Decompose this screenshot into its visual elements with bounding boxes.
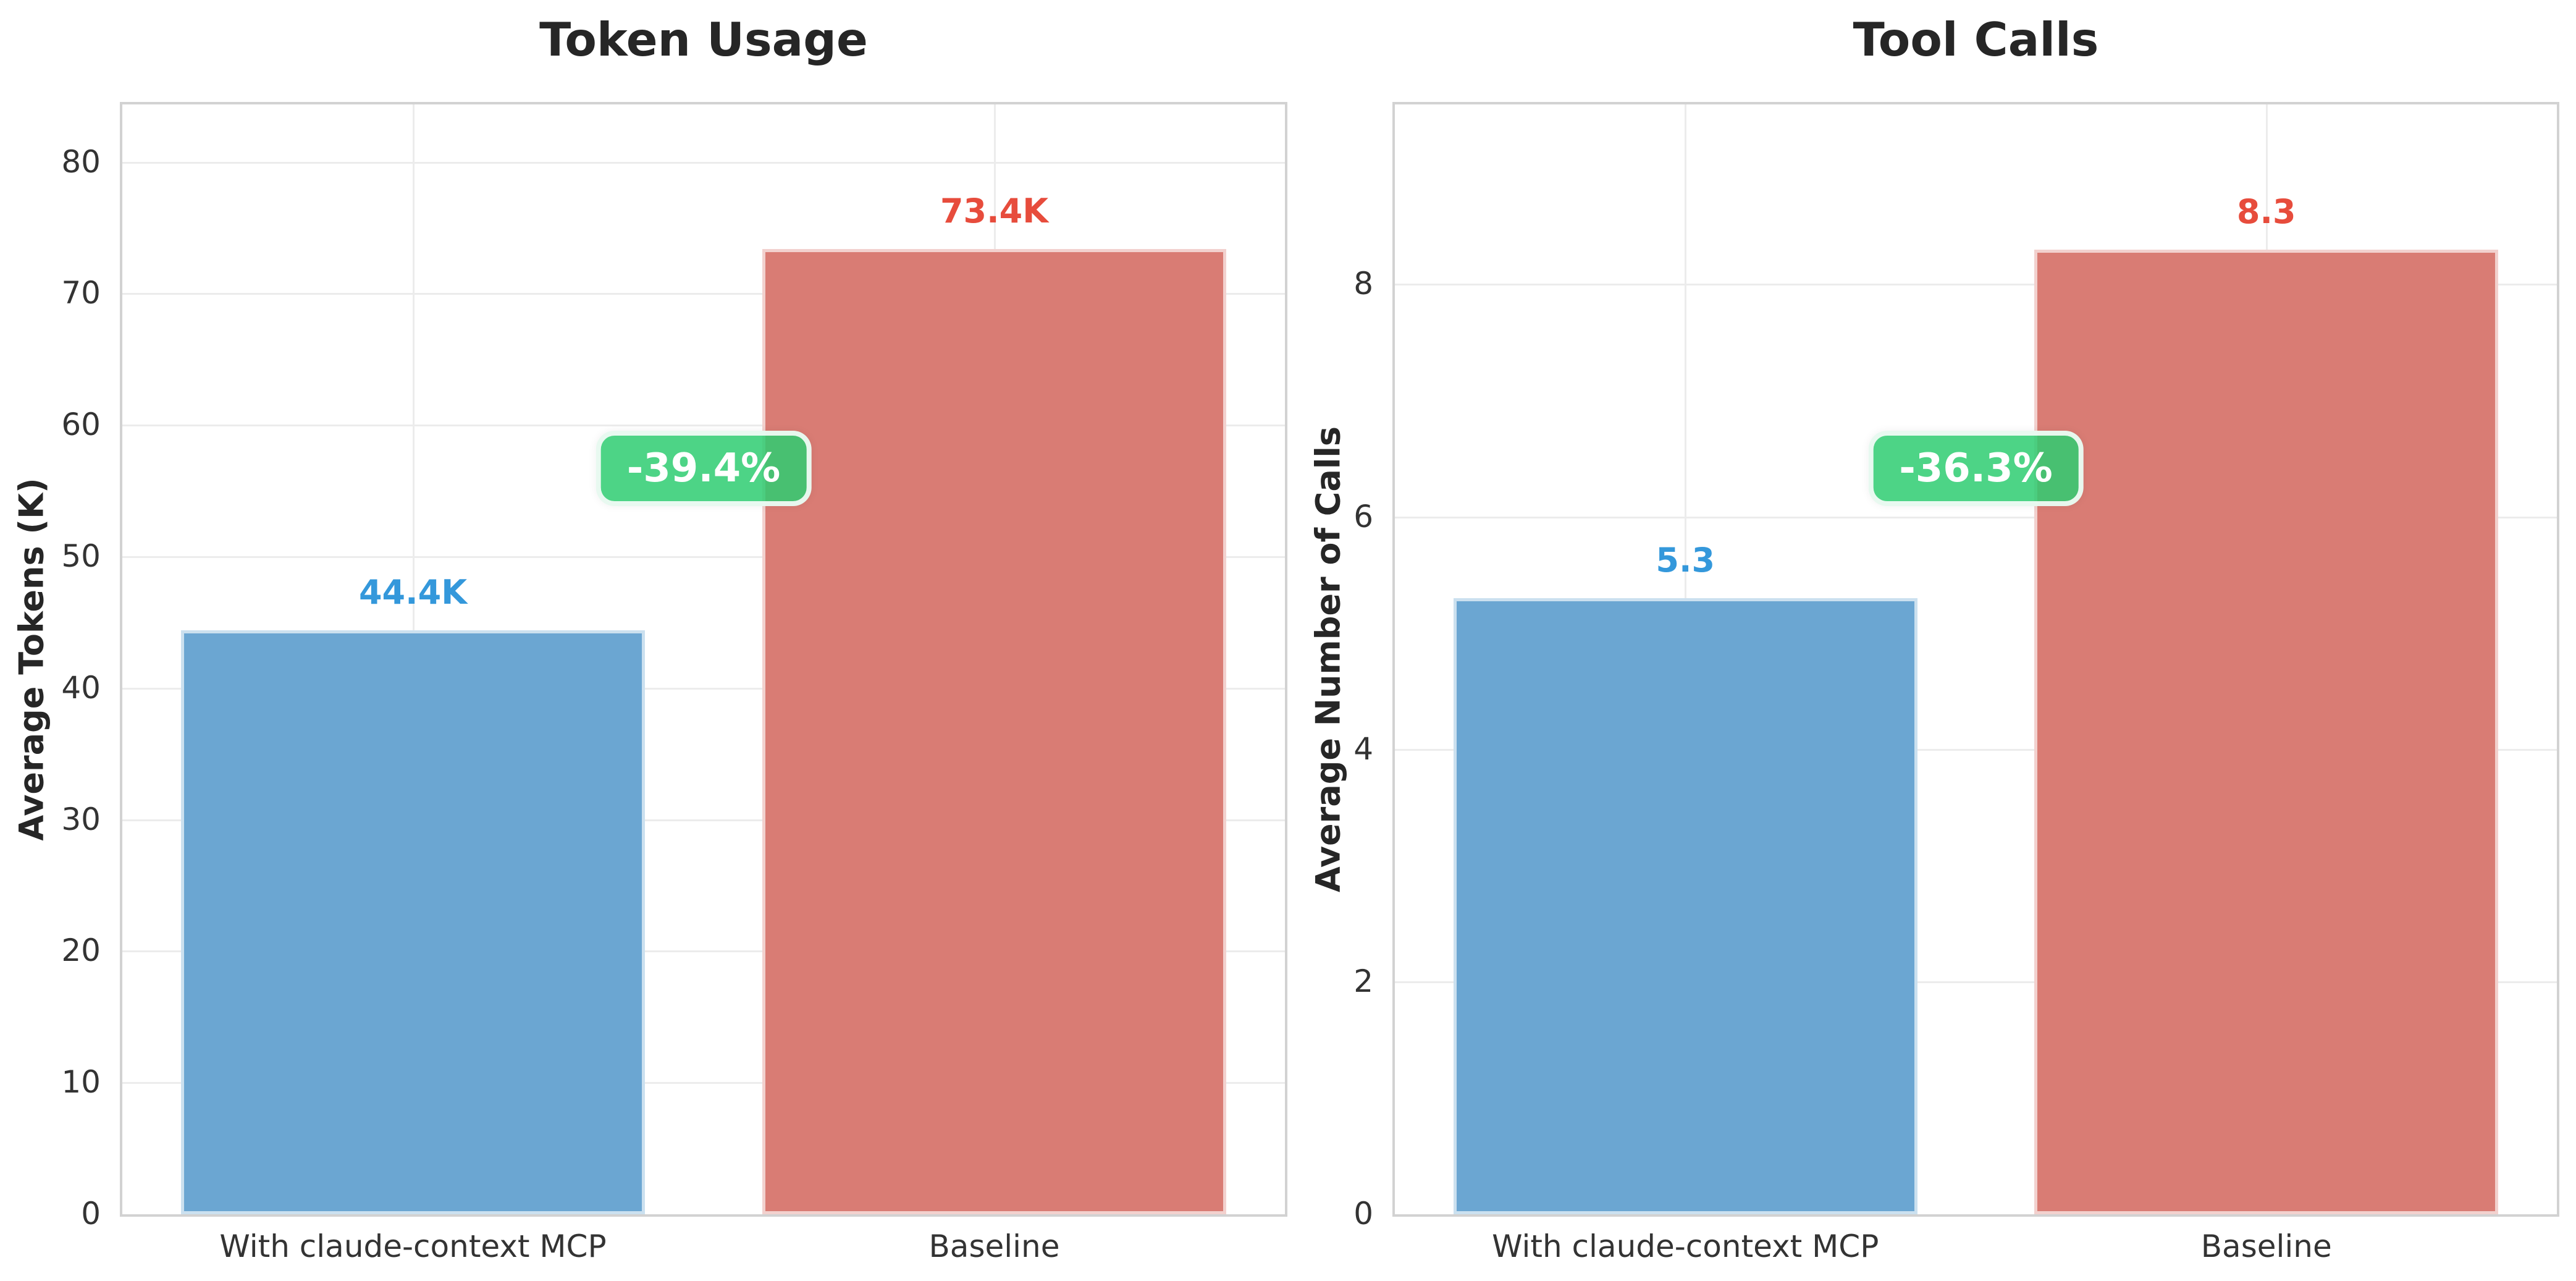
y-tick-label: 4 (1353, 730, 1373, 767)
reduction-badge: -36.3% (1868, 431, 2084, 507)
y-tick-label: 60 (61, 407, 101, 443)
gridline-horizontal (1395, 284, 2557, 286)
y-tick-label: 0 (1353, 1196, 1373, 1232)
y-tick-label: 2 (1353, 963, 1373, 999)
y-tick-label: 20 (61, 932, 101, 969)
bar-value-label: 8.3 (2236, 192, 2296, 232)
y-tick-label: 0 (81, 1196, 101, 1232)
y-tick-label: 50 (61, 538, 101, 575)
bar-value-label: 73.4K (940, 192, 1049, 231)
gridline-horizontal (122, 687, 1285, 690)
gridline-horizontal (122, 425, 1285, 427)
gridline-horizontal (122, 819, 1285, 821)
y-tick-label: 80 (61, 143, 101, 180)
x-tick-label: With claude-context MCP (1492, 1228, 1879, 1264)
gridline-horizontal (1395, 516, 2557, 518)
gridline-horizontal (1395, 748, 2557, 751)
y-tick-label: 40 (61, 669, 101, 706)
gridline-horizontal (122, 293, 1285, 295)
gridline-horizontal (122, 556, 1285, 559)
chart-title-tool-calls: Tool Calls (1853, 12, 2099, 67)
y-axis-label-tool-calls: Average Number of Calls (1308, 426, 1348, 893)
y-tick-label: 6 (1353, 498, 1373, 535)
chart-title-token-usage: Token Usage (539, 12, 868, 67)
bar-value-label: 5.3 (1656, 541, 1715, 580)
bar-baseline (2034, 250, 2498, 1214)
y-tick-label: 30 (61, 801, 101, 837)
reduction-badge: -39.4% (596, 431, 812, 507)
y-axis-label-token-usage: Average Tokens (K) (12, 478, 51, 841)
y-tick-label: 10 (61, 1064, 101, 1101)
bar-with-mcp (1453, 598, 1917, 1214)
bar-with-mcp (181, 630, 645, 1214)
gridline-horizontal (122, 1082, 1285, 1084)
plot-area-tool-calls: 5.3 8.3 -36.3% (1392, 102, 2559, 1217)
gridline-horizontal (122, 161, 1285, 164)
bar-baseline (762, 249, 1226, 1214)
y-tick-label: 70 (61, 275, 101, 311)
bar-value-label: 44.4K (358, 573, 468, 612)
gridline-horizontal (122, 950, 1285, 953)
x-tick-label: Baseline (928, 1228, 1060, 1264)
y-tick-label: 8 (1353, 266, 1373, 302)
x-tick-label: Baseline (2200, 1228, 2332, 1264)
plot-area-token-usage: 44.4K 73.4K -39.4% (120, 102, 1287, 1217)
gridline-horizontal (1395, 981, 2557, 983)
x-tick-label: With claude-context MCP (219, 1228, 607, 1264)
